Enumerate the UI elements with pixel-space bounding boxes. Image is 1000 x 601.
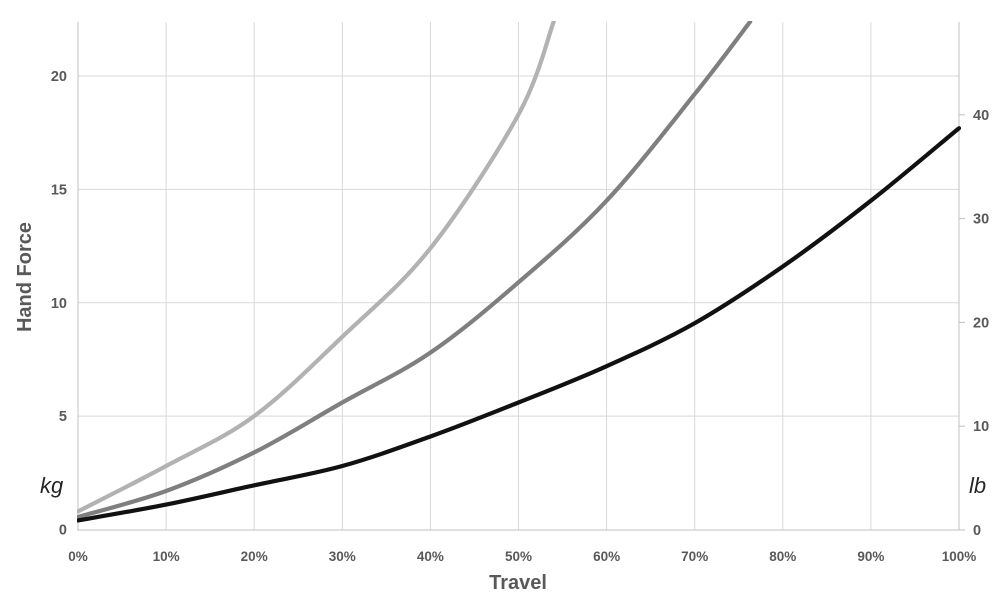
right-tick-label: 0 bbox=[973, 523, 981, 539]
medium-force-curve bbox=[77, 21, 753, 520]
high-force-curve bbox=[77, 21, 556, 514]
x-axis-title: Travel bbox=[489, 572, 547, 594]
right-tick-label: 10 bbox=[973, 419, 989, 435]
x-tick-label: 0% bbox=[68, 549, 88, 564]
right-tick-label: 30 bbox=[973, 212, 989, 228]
left-tick-label: 20 bbox=[51, 69, 67, 85]
left-tick-label: 5 bbox=[59, 409, 67, 425]
x-tick-label: 100% bbox=[942, 549, 977, 564]
force-curves bbox=[77, 21, 961, 523]
right-unit-label: lb bbox=[969, 473, 986, 498]
left-axis-tick-labels: 0 5 10 15 20 bbox=[51, 69, 67, 539]
right-axis-tick-marks bbox=[959, 114, 965, 531]
x-tick-label: 70% bbox=[681, 549, 708, 564]
left-tick-label: 10 bbox=[51, 296, 67, 312]
axis-lines bbox=[77, 22, 960, 531]
left-unit-label: kg bbox=[40, 473, 64, 498]
x-tick-label: 30% bbox=[329, 549, 356, 564]
right-tick-label: 40 bbox=[973, 108, 989, 124]
right-tick-label: 20 bbox=[973, 315, 989, 331]
low-force-curve bbox=[77, 126, 961, 523]
x-tick-label: 10% bbox=[153, 549, 180, 564]
right-axis-tick-labels: 0 10 20 30 40 bbox=[973, 108, 989, 539]
y-axis-title: Hand Force bbox=[14, 222, 36, 332]
x-tick-label: 90% bbox=[857, 549, 884, 564]
x-tick-label: 50% bbox=[505, 549, 532, 564]
left-tick-label: 15 bbox=[51, 182, 67, 198]
x-tick-label: 40% bbox=[417, 549, 444, 564]
x-tick-label: 20% bbox=[241, 549, 268, 564]
left-tick-label: 0 bbox=[59, 523, 67, 539]
vertical-gridlines bbox=[165, 22, 872, 530]
x-tick-label: 80% bbox=[769, 549, 796, 564]
x-tick-label: 60% bbox=[593, 549, 620, 564]
x-axis-tick-labels: 0% 10% 20% 30% 40% 50% 60% 70% 80% 90% 100% bbox=[68, 549, 976, 564]
